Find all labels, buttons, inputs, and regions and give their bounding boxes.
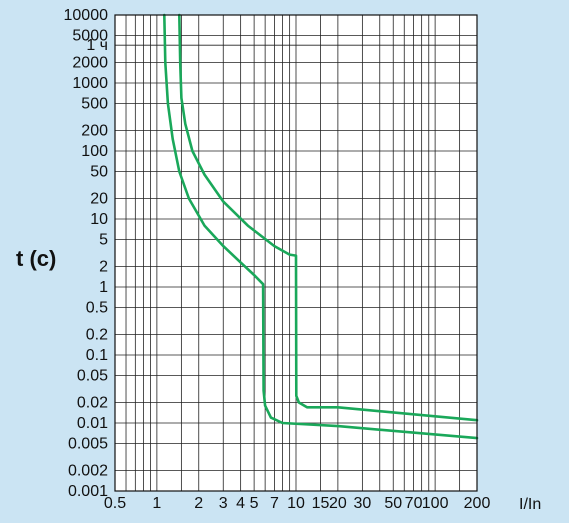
y-tick-label-15: 0.2 [86,327,108,344]
y-tick-label-8: 50 [90,163,108,180]
y-tick-label-21: 0.002 [68,463,108,480]
y-tick-label-19: 0.01 [77,415,108,432]
curve-series-2 [178,13,479,422]
y-tick-label-9: 20 [90,191,108,208]
x-tick-label-4: 4 [236,495,245,512]
x-tick-label-1: 1 [152,495,161,512]
x-tick-label-9: 20 [329,495,347,512]
curve-series-1 [163,13,479,440]
y-tick-label-3: 2000 [72,55,108,72]
x-tick-label-14: 200 [464,495,491,512]
plot-frame [114,14,478,492]
x-tick-label-12: 70 [405,495,423,512]
x-axis-label: I/In [519,496,541,513]
y-tick-label-16: 0.1 [86,347,108,364]
y-tick-label-6: 200 [81,123,108,140]
y-tick-label-10: 10 [90,211,108,228]
y-tick-label-14: 0.5 [86,299,108,316]
y-tick-label-17: 0.05 [77,367,108,384]
x-tick-label-5: 5 [250,495,259,512]
y-tick-label-5: 500 [81,95,108,112]
x-tick-label-10: 30 [353,495,371,512]
x-tick-labels: 0.5 1 2 3 4 5 7 10 15 20 30 50 70 100 200 [104,495,491,512]
x-tick-label-6: 7 [270,495,279,512]
y-tick-label-18: 0.02 [77,395,108,412]
x-tick-label-3: 3 [219,495,228,512]
y-axis-label: t (c) [16,246,56,271]
y-tick-label-13: 1 [99,279,108,296]
y-tick-label-1: 5000 [72,27,108,44]
y-tick-label-11: 5 [99,231,108,248]
y-tick-label-7: 100 [81,143,108,160]
y-tick-label-20: 0.005 [68,435,108,452]
x-tick-label-7: 10 [287,495,305,512]
x-tick-label-13: 100 [422,495,449,512]
y-tick-label-0: 10000 [64,7,109,24]
x-tick-label-2: 2 [194,495,203,512]
x-tick-label-0: 0.5 [104,495,126,512]
x-tick-label-11: 50 [384,495,402,512]
y-tick-label-22: 0.001 [68,483,108,500]
curves [163,13,479,440]
y-tick-label-4: 1000 [72,75,108,92]
y-tick-label-12: 2 [99,259,108,276]
x-tick-label-8: 15 [312,495,330,512]
y-tick-label-2: 1 ч [86,37,108,54]
